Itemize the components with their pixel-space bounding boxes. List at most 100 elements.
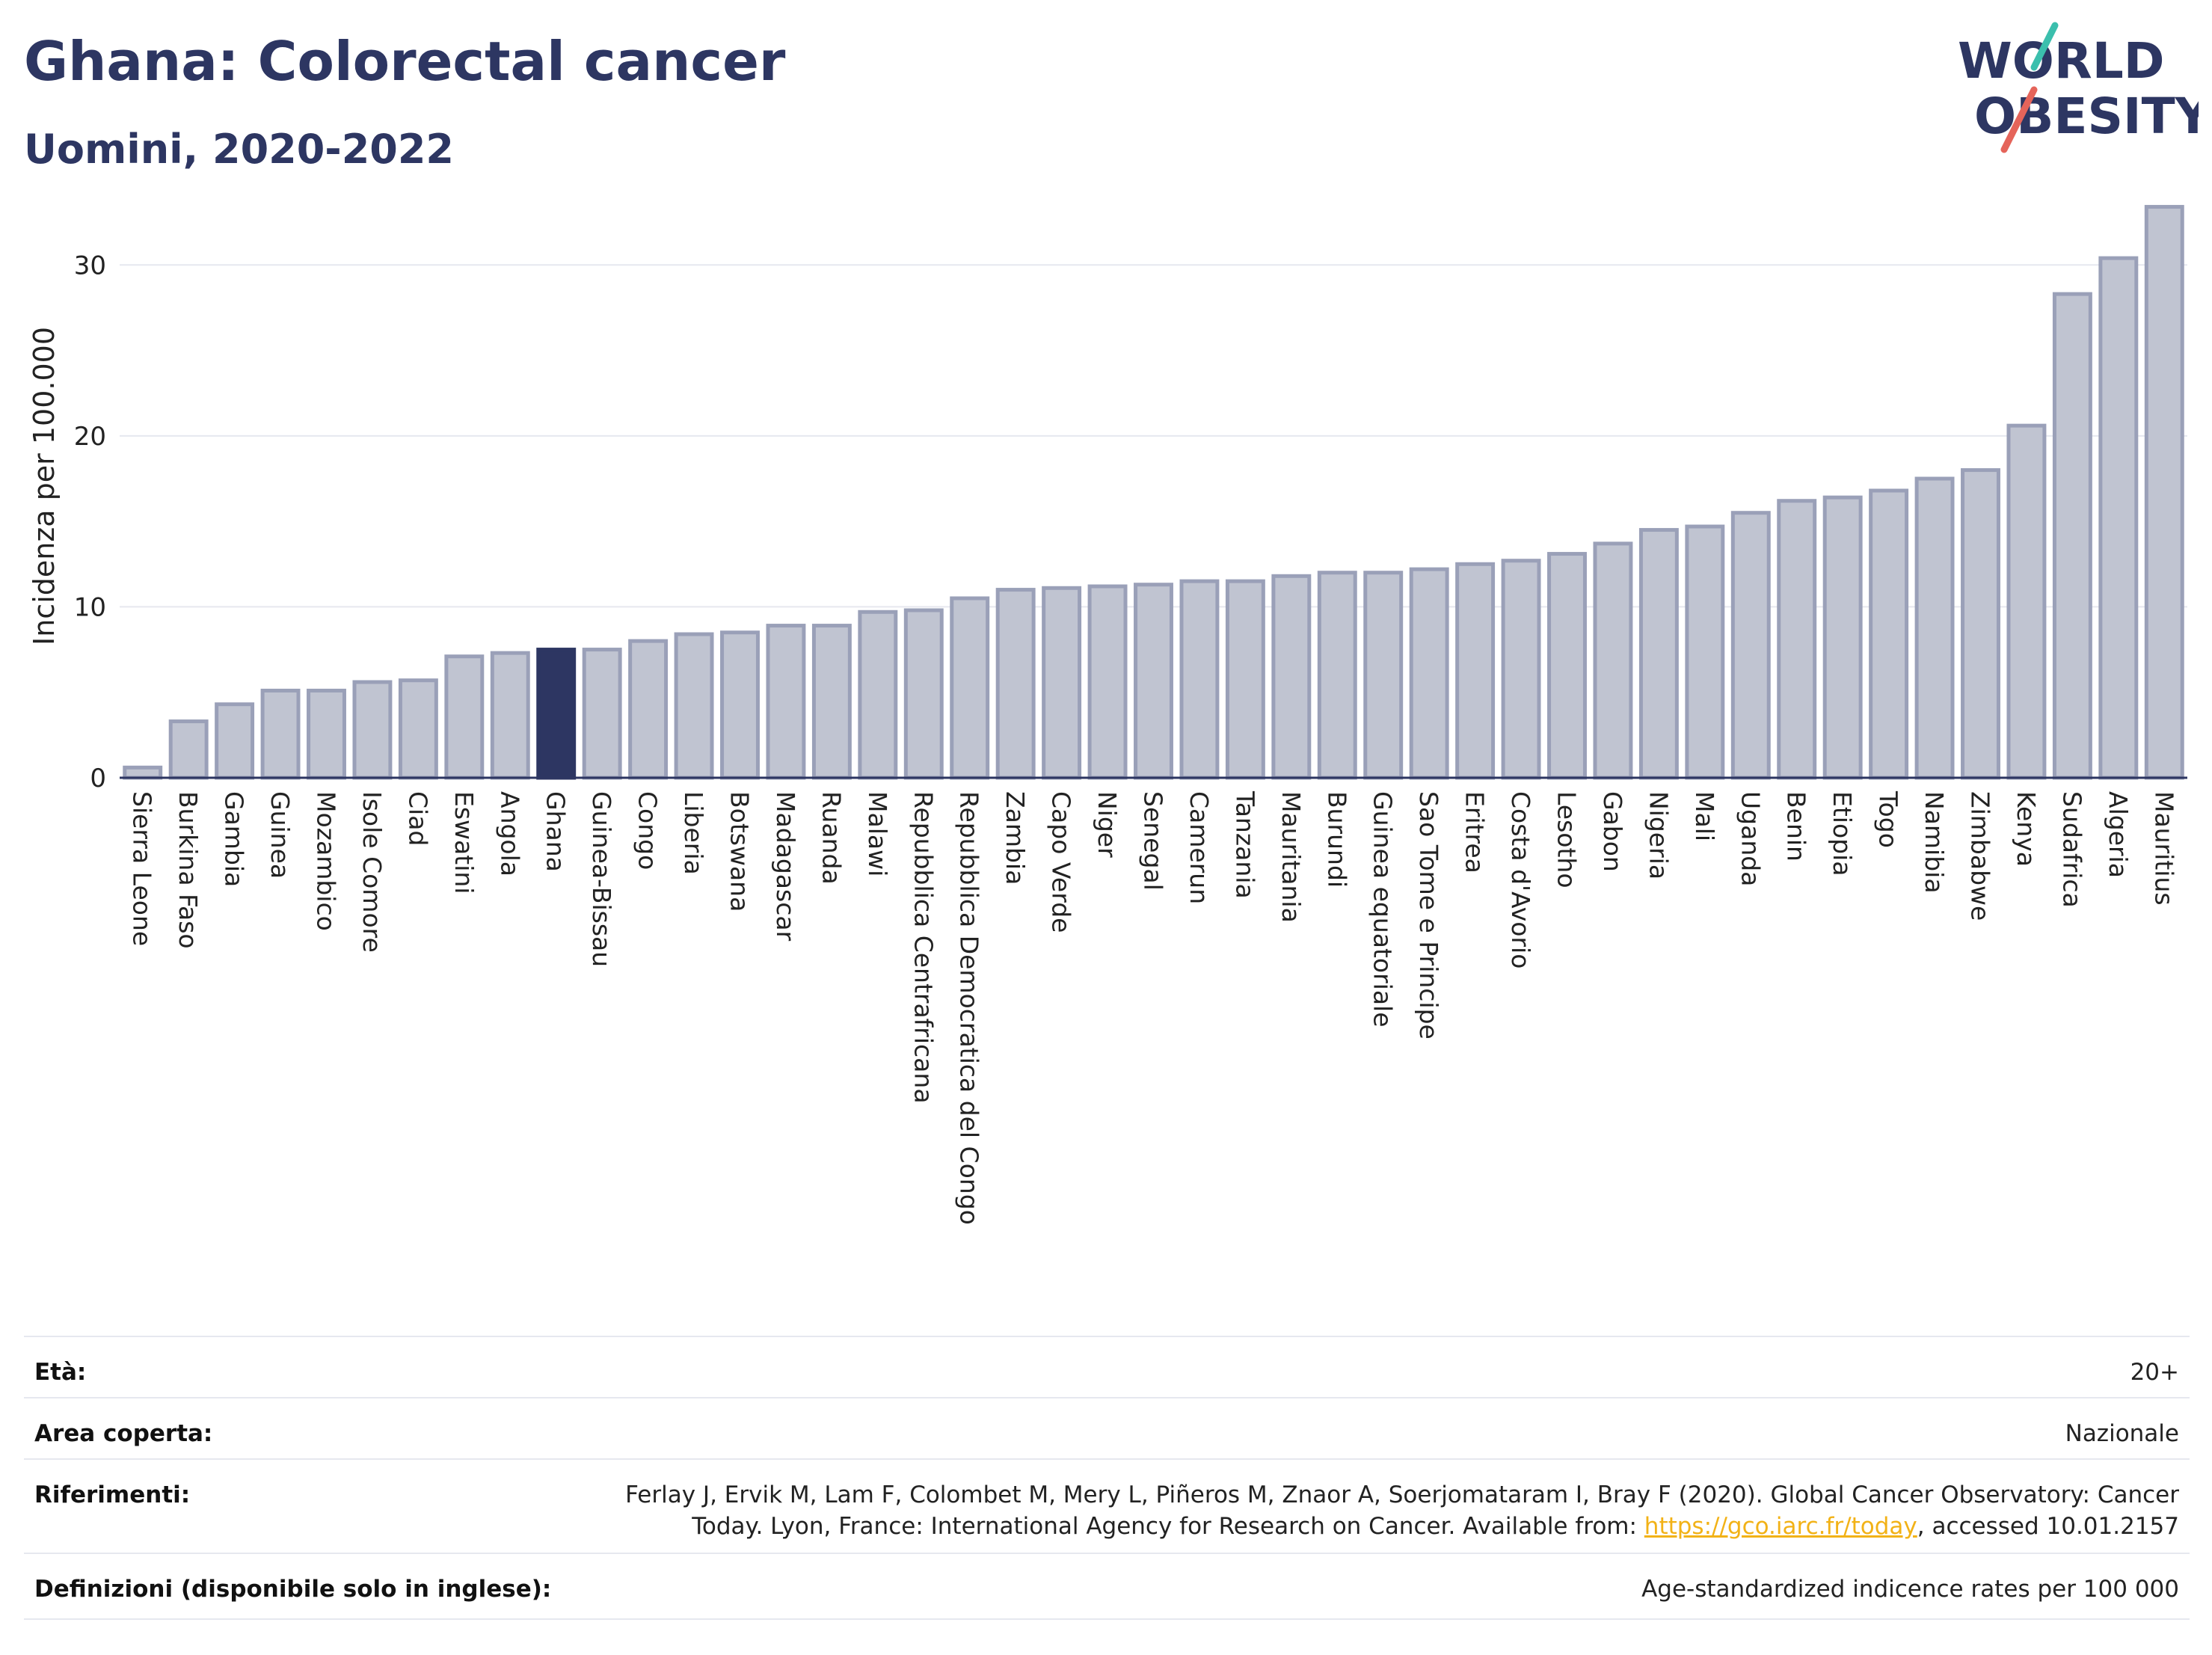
x-tick-label: Nigeria xyxy=(1644,791,1673,879)
references-label: Riferimenti: xyxy=(34,1481,191,1508)
page-subtitle: Uomini, 2020-2022 xyxy=(24,126,454,173)
logo-line1: WORLD xyxy=(1958,32,2165,90)
bar-uganda[interactable] xyxy=(1730,511,1771,780)
bar-capo-verde[interactable] xyxy=(1042,586,1082,780)
y-tick-label: 10 xyxy=(74,592,106,622)
y-tick-label: 20 xyxy=(74,422,106,452)
bar-mauritania[interactable] xyxy=(1271,574,1312,780)
bar-gambia[interactable] xyxy=(215,702,255,780)
bar-costa-d-avorio[interactable] xyxy=(1501,559,1541,780)
bar-angola[interactable] xyxy=(490,651,530,780)
bar-guinea[interactable] xyxy=(260,688,301,780)
bar-guinea-bissau[interactable] xyxy=(582,648,622,780)
references-line1: Ferlay J, Ervik M, Lam F, Colombet M, Me… xyxy=(625,1481,2179,1508)
bar-kenya[interactable] xyxy=(2006,423,2047,780)
bar-eritrea[interactable] xyxy=(1455,562,1496,780)
x-tick-label: Lesotho xyxy=(1552,791,1582,888)
x-tick-label: Niger xyxy=(1093,791,1122,858)
x-tick-label: Uganda xyxy=(1736,791,1765,886)
world-obesity-logo: WORLD OBESITY xyxy=(1958,22,2199,153)
area-value: Nazionale xyxy=(2065,1420,2179,1447)
x-tick-label: Benin xyxy=(1782,791,1811,862)
bar-nigeria[interactable] xyxy=(1638,528,1679,780)
bar-eswatini[interactable] xyxy=(444,654,485,780)
metadata-table: Età: 20+ Area coperta: Nazionale Riferim… xyxy=(24,1336,2190,1614)
bar-sudafrica[interactable] xyxy=(2052,292,2092,780)
x-tick-label: Repubblica Centrafricana xyxy=(909,791,938,1104)
bar-tanzania[interactable] xyxy=(1225,579,1265,780)
bar-etiopia[interactable] xyxy=(1822,495,1863,780)
x-tick-label: Sierra Leone xyxy=(128,791,157,946)
bar-ciad[interactable] xyxy=(398,678,438,780)
bar-togo[interactable] xyxy=(1869,488,1909,780)
bar-senegal[interactable] xyxy=(1134,583,1173,780)
x-tick-label: Madagascar xyxy=(771,791,800,942)
bar-congo[interactable] xyxy=(628,639,669,780)
bar-malawi[interactable] xyxy=(858,610,898,780)
x-tick-label: Mali xyxy=(1690,791,1719,841)
bar-chart: 0 10 20 30 Incidenza per 100.000 Sierra Leone… xyxy=(28,205,2187,1225)
bar-zambia[interactable] xyxy=(995,588,1036,780)
definitions-label: Definizioni (disponibile solo in inglese… xyxy=(34,1576,552,1603)
x-tick-label: Mauritania xyxy=(1276,791,1306,923)
page-title: Ghana: Colorectal cancer xyxy=(24,30,786,93)
bar-namibia[interactable] xyxy=(1914,476,1955,780)
bar-benin[interactable] xyxy=(1777,499,1817,780)
x-tick-label: Repubblica Democratica del Congo xyxy=(955,791,984,1225)
bar-isole-comore[interactable] xyxy=(352,680,393,780)
bar-burkina-faso[interactable] xyxy=(168,719,209,780)
bar-burundi[interactable] xyxy=(1317,571,1357,780)
bar-guinea-equatoriale[interactable] xyxy=(1363,571,1404,780)
y-tick-label: 30 xyxy=(74,251,106,280)
x-tick-label: Burundi xyxy=(1322,791,1351,888)
x-tick-label: Gabon xyxy=(1598,791,1627,872)
bar-botswana[interactable] xyxy=(720,630,760,780)
bar-mali[interactable] xyxy=(1685,524,1725,780)
bar-lesotho[interactable] xyxy=(1547,552,1587,780)
bar-madagascar[interactable] xyxy=(766,624,806,780)
bar-ruanda[interactable] xyxy=(811,624,852,780)
x-tick-label: Kenya xyxy=(2012,791,2041,867)
x-tick-label: Ruanda xyxy=(817,791,846,885)
meta-row-references: Riferimenti: Ferlay J, Ervik M, Lam F, C… xyxy=(24,1458,2190,1553)
x-tick-label: Tanzania xyxy=(1230,790,1259,899)
x-tick-label: Ciad xyxy=(403,791,432,846)
x-tick-label: Angola xyxy=(495,791,524,876)
x-tick-label: Malawi xyxy=(863,791,892,876)
logo-slash-red xyxy=(2000,86,2038,153)
age-label: Età: xyxy=(34,1359,87,1386)
x-tick-label: Zambia xyxy=(1001,791,1030,885)
x-tick-label: Mauritius xyxy=(2149,791,2178,906)
x-tick-label: Mozambico xyxy=(312,791,341,931)
x-tick-label: Togo xyxy=(1874,790,1903,848)
references-link[interactable]: https://gco.iarc.fr/today xyxy=(1644,1513,1917,1540)
references-line2-pre: Today. Lyon, France: International Agenc… xyxy=(692,1513,1644,1540)
age-value: 20+ xyxy=(2130,1359,2179,1386)
bar-algeria[interactable] xyxy=(2098,256,2139,780)
x-tick-label: Sao Tome e Principe xyxy=(1414,791,1443,1040)
x-tick-label: Sudafrica xyxy=(2057,791,2086,908)
logo-slash-teal xyxy=(2030,22,2059,71)
bar-sierra-leone[interactable] xyxy=(123,765,163,780)
meta-row-age: Età: 20+ xyxy=(24,1336,2190,1397)
x-tick-label: Capo Verde xyxy=(1047,791,1076,933)
meta-row-area: Area coperta: Nazionale xyxy=(24,1397,2190,1458)
bar-gabon[interactable] xyxy=(1593,541,1633,780)
x-tick-label: Etiopia xyxy=(1828,791,1857,876)
x-tick-label: Liberia xyxy=(679,791,708,875)
bar-niger[interactable] xyxy=(1087,584,1128,780)
x-tick-label: Burkina Faso xyxy=(173,791,203,949)
x-tick-label: Eswatini xyxy=(449,791,479,894)
bar-repubblica-democratica-del-congo[interactable] xyxy=(950,596,990,780)
bar-ghana[interactable] xyxy=(536,648,577,780)
bar-mozambico[interactable] xyxy=(307,688,346,780)
bar-camerun[interactable] xyxy=(1179,579,1220,780)
bar-repubblica-centrafricana[interactable] xyxy=(903,608,944,780)
bar-liberia[interactable] xyxy=(674,632,714,780)
bar-mauritius[interactable] xyxy=(2144,205,2184,780)
bar-zimbabwe[interactable] xyxy=(1961,468,2000,780)
bar-sao-tome-e-principe[interactable] xyxy=(1409,567,1449,780)
y-tick-label: 0 xyxy=(90,764,106,793)
x-tick-label: Namibia xyxy=(1920,791,1949,894)
definitions-value: Age-standardized indicence rates per 100… xyxy=(1641,1576,2179,1603)
